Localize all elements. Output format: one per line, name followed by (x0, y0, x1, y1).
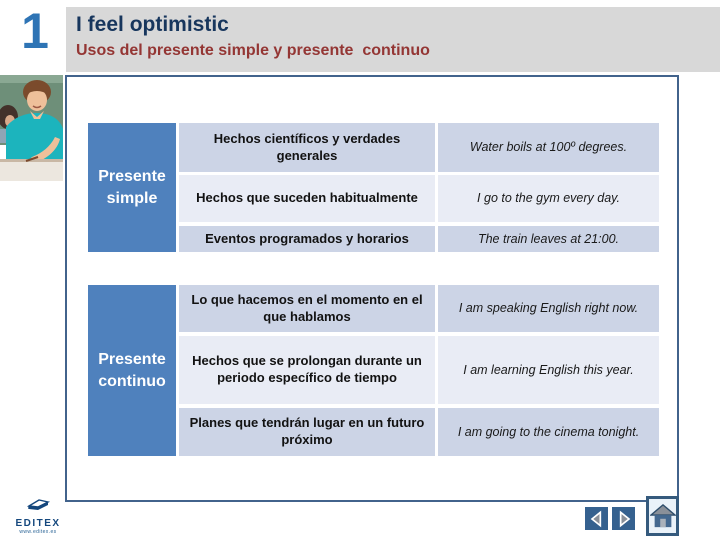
home-icon (649, 503, 676, 528)
example-cell: The train leaves at 21:00. (438, 226, 659, 252)
use-cell: Planes que tendrán lugar en un futuro pr… (179, 408, 435, 456)
back-arrow-icon (590, 510, 601, 527)
example-cell: I am learning English this year. (438, 336, 659, 404)
tense-label-presente-continuo: Presente continuo (88, 285, 176, 456)
page-title: I feel optimistic (76, 13, 229, 36)
forward-arrow-icon (619, 510, 630, 527)
home-button[interactable] (646, 496, 679, 536)
student-photo (0, 75, 63, 181)
example-cell: Water boils at 100º degrees. (438, 123, 659, 172)
use-cell: Lo que hacemos en el momento en el que h… (179, 285, 435, 332)
use-cell: Eventos programados y horarios (179, 226, 435, 252)
unit-number: 1 (21, 3, 49, 59)
tense-label-presente-simple: Presente simple (88, 123, 176, 252)
student-photo-illustration (0, 75, 63, 181)
page-subtitle: Usos del presente simple y presente cont… (76, 42, 430, 59)
editex-book-icon (26, 499, 51, 510)
use-cell: Hechos científicos y verdades generales (179, 123, 435, 172)
editex-logo-text: EDITEX (15, 518, 61, 529)
editex-logo: EDITEX www.editex.es (6, 497, 70, 535)
previous-slide-button[interactable] (585, 507, 608, 530)
example-cell: I am going to the cinema tonight. (438, 408, 659, 456)
editex-logo-tagline: www.editex.es (19, 529, 57, 535)
use-cell: Hechos que se prolongan durante un perio… (179, 336, 435, 404)
header-band (66, 7, 720, 72)
next-slide-button[interactable] (612, 507, 635, 530)
example-cell: I am speaking English right now. (438, 285, 659, 332)
use-cell: Hechos que suceden habitualmente (179, 175, 435, 222)
example-cell: I go to the gym every day. (438, 175, 659, 222)
